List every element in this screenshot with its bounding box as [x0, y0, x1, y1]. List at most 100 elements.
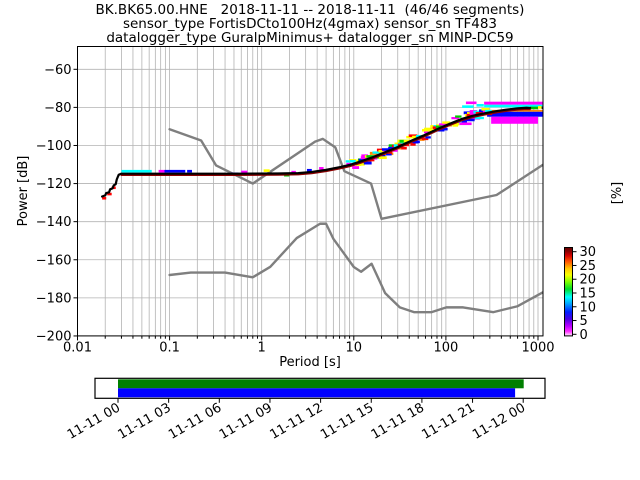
y-tick-label: −60: [44, 63, 71, 78]
colorbar-tick-label: 10: [580, 300, 597, 315]
histogram-dash: [164, 169, 186, 173]
colorbar-label: [%]: [610, 182, 625, 205]
histogram-dash: [474, 116, 484, 120]
histogram-stripe: [484, 101, 543, 105]
psd-mode-line: [101, 106, 532, 198]
x-axis-label: Period [s]: [279, 355, 341, 370]
mode-shadow-line: [120, 108, 531, 176]
histogram-dash: [451, 123, 460, 126]
x-tick-label: 1000: [521, 341, 554, 356]
histogram-dash: [401, 146, 407, 150]
histogram-dash: [425, 136, 431, 139]
histogram-dash: [158, 169, 165, 173]
histogram-dash: [469, 112, 478, 115]
histogram-dash: [538, 106, 542, 109]
histogram-dash: [421, 137, 429, 141]
title-line3: datalogger_type GuralpMinimus+ datalogge…: [106, 30, 513, 46]
histogram-dash: [121, 169, 152, 173]
psd-data-layer: [101, 101, 543, 314]
histogram-dash: [241, 170, 248, 174]
colorbar-tick-label: 0: [580, 328, 588, 343]
histogram-dash: [102, 196, 107, 200]
histogram-dash: [462, 105, 474, 108]
histogram-dash: [187, 169, 192, 173]
histogram-dash: [462, 118, 475, 122]
y-axis-label: Power [dB]: [16, 156, 31, 227]
colorbar-tick-label: 15: [580, 287, 597, 302]
histogram-dash: [408, 134, 418, 137]
histogram-dash: [388, 146, 396, 150]
axes-frame-and-ticks: 0.01 0.1 1 10 100 1000 −60 −80 −100 −120 −140 −160 −…: [36, 46, 555, 356]
histogram-dash: [406, 135, 414, 139]
histogram-dash: [423, 130, 433, 134]
histogram-dash: [530, 106, 538, 110]
histogram-dash: [385, 152, 392, 156]
histogram-dash: [479, 109, 486, 113]
timeline-segments-bar-blue: [118, 388, 516, 398]
plot-frame: [77, 46, 544, 337]
histogram-stripe: [484, 104, 543, 108]
colorbar-tick-label: 30: [580, 245, 597, 260]
histogram-dash: [107, 192, 112, 196]
x-tick-label: 0.1: [159, 341, 180, 356]
histogram-dash: [421, 128, 435, 132]
x-tick-label: 1: [258, 341, 266, 356]
y-tick-label: −100: [36, 139, 72, 154]
histogram-dash: [458, 120, 465, 124]
colorbar-tick-label: 20: [580, 273, 597, 288]
colorbar-frame: [564, 247, 573, 337]
x-tick-label: 0.01: [63, 341, 92, 356]
histogram-dash: [361, 154, 369, 158]
histogram-dash: [466, 113, 475, 117]
title-line1: BK.BK65.00.HNE 2018-11-11 -- 2018-11-11 …: [96, 2, 525, 18]
histogram-stripe: [491, 116, 538, 124]
histogram-dash: [476, 103, 484, 107]
histogram-dash: [352, 166, 360, 169]
histogram-dash: [381, 148, 390, 151]
y-tick-label: −140: [36, 215, 72, 230]
histogram-dash: [461, 120, 467, 124]
histogram-dash: [442, 121, 451, 124]
histogram-dash: [349, 160, 356, 163]
x-tick-label: 100: [433, 341, 458, 356]
nhnm-curve: [168, 128, 543, 221]
histogram-dash: [403, 139, 411, 143]
histogram-dash: [358, 162, 365, 166]
histogram-dash: [412, 140, 420, 144]
histogram-dash: [541, 106, 543, 110]
histogram-dash: [319, 167, 324, 170]
histogram-dash: [465, 101, 477, 105]
histogram-dash: [306, 168, 312, 172]
timeline-coverage-bar-green: [118, 379, 524, 389]
histogram-dash: [455, 115, 462, 118]
histogram-dash: [438, 123, 448, 127]
histogram-stripe: [489, 109, 543, 112]
histogram-dash: [485, 109, 492, 113]
histogram-dash: [372, 151, 382, 154]
histogram-dash: [363, 161, 372, 165]
histogram-dash: [452, 124, 459, 127]
y-tick-label: −200: [36, 329, 72, 344]
colorbar-gradient: [564, 247, 573, 336]
colorbar-tick-label: 5: [580, 314, 588, 329]
histogram-dash: [410, 143, 416, 146]
histogram-stripe: [487, 111, 543, 117]
nlnm-curve: [168, 222, 543, 314]
histogram-dash: [459, 122, 472, 126]
histogram-dash: [263, 169, 270, 172]
x-tick-label: 10: [346, 341, 363, 356]
histogram-dash: [481, 107, 490, 111]
histogram-dash: [451, 116, 460, 120]
y-tick-label: −160: [36, 253, 72, 268]
y-tick-label: −180: [36, 291, 72, 306]
histogram-dash: [378, 156, 387, 160]
histogram-dash: [469, 110, 478, 113]
title-line2: sensor_type FortisDCto100Hz(4gmax) senso…: [123, 16, 497, 32]
histogram-dash: [438, 127, 448, 131]
grid-lines: [77, 46, 543, 337]
y-tick-label: −120: [36, 177, 72, 192]
